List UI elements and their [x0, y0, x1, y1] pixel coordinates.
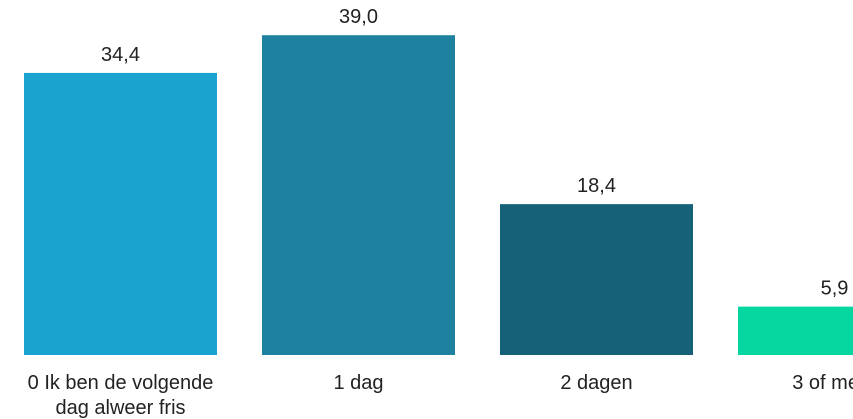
value-labels-layer: 34,4 39,0 18,4 5,9: [101, 6, 848, 299]
category-label-0-line-1: dag alweer fris: [55, 397, 185, 419]
value-label-2: 18,4: [577, 175, 616, 197]
category-label-0-line-0: 0 Ik ben de volgende: [28, 372, 214, 394]
category-label-2: 2 dagen: [560, 372, 632, 394]
bar-0: [24, 72, 217, 356]
bar-2: [500, 204, 693, 355]
category-labels-layer: 0 Ik ben de volgende dag alweer fris 1 dag…: [28, 372, 853, 419]
value-label-3: 5,9: [821, 278, 849, 300]
bars-layer: [24, 35, 853, 356]
value-label-1: 39,0: [339, 6, 378, 28]
category-label-3: 3 of meer: [792, 372, 853, 394]
category-label-1: 1 dag: [333, 372, 383, 394]
bar-3: [738, 306, 853, 355]
bar-1: [262, 35, 455, 355]
value-label-0: 34,4: [101, 44, 140, 66]
